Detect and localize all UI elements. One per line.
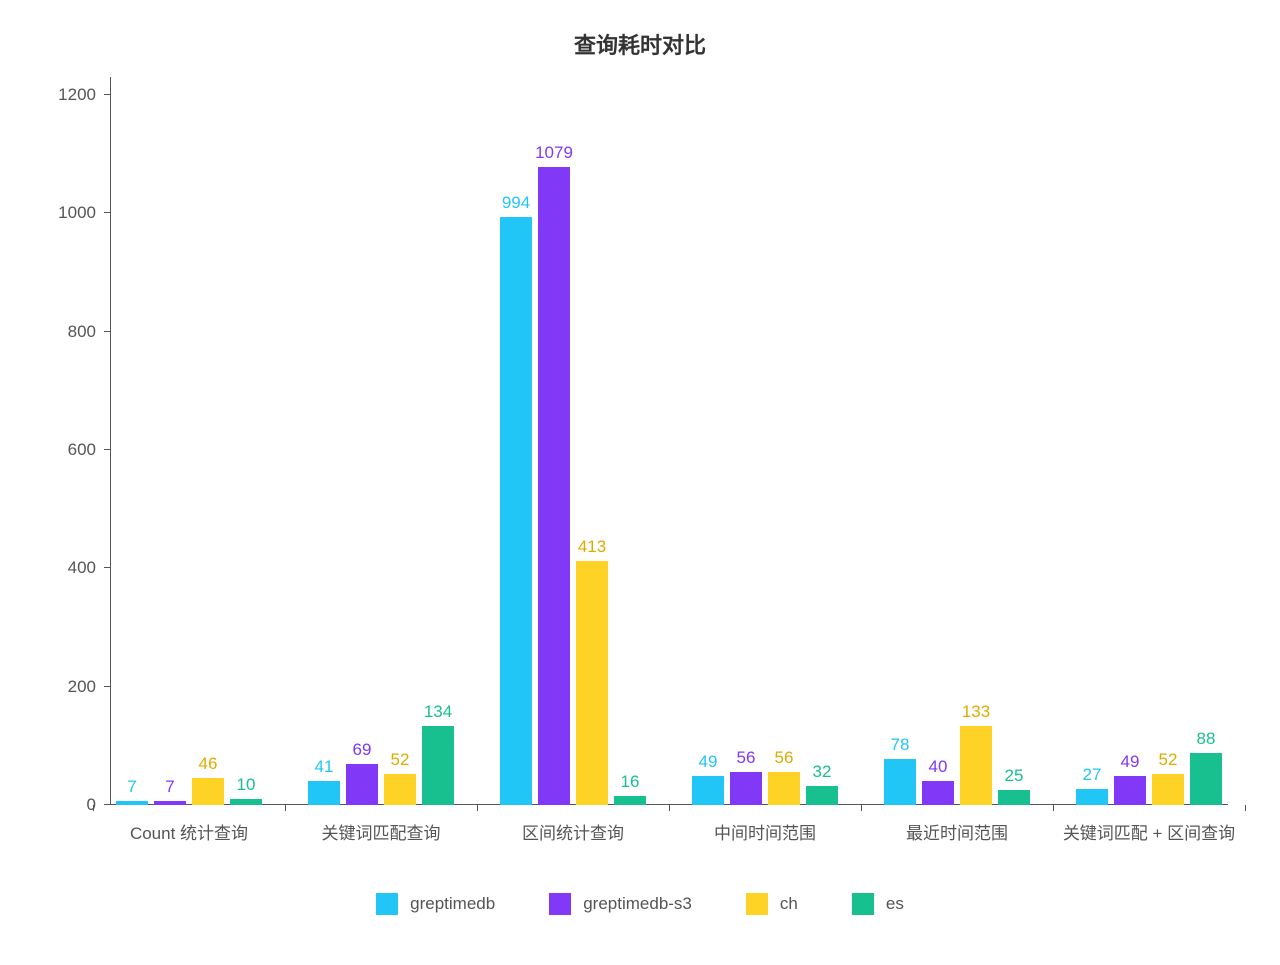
y-tick-mark	[104, 567, 110, 568]
x-tick-mark	[285, 805, 286, 811]
legend-item: ch	[746, 893, 798, 915]
bar: 69	[346, 764, 378, 805]
y-tick-label: 400	[68, 558, 96, 578]
bar: 133	[960, 726, 992, 805]
bar: 25	[998, 790, 1030, 805]
x-tick-mark	[669, 805, 670, 811]
bar-value-label: 16	[621, 772, 640, 792]
y-tick-mark	[104, 804, 110, 805]
bar: 7	[154, 801, 186, 805]
bar-value-label: 133	[962, 702, 990, 722]
x-tick-mark	[93, 805, 94, 811]
bar: 7	[116, 801, 148, 805]
legend-item: greptimedb	[376, 893, 495, 915]
bar-value-label: 56	[775, 748, 794, 768]
y-tick-mark	[104, 331, 110, 332]
x-category-label: 区间统计查询	[522, 819, 624, 844]
x-category-label: 关键词匹配查询	[322, 819, 441, 844]
legend-label: ch	[780, 894, 798, 914]
x-tick-mark	[1245, 805, 1246, 811]
x-tick-mark	[1053, 805, 1054, 811]
bar-value-label: 7	[127, 777, 136, 797]
bar: 1079	[538, 167, 570, 805]
bar: 40	[922, 781, 954, 805]
y-tick-mark	[104, 212, 110, 213]
bar-value-label: 52	[391, 750, 410, 770]
x-category-label: 最近时间范围	[906, 819, 1008, 844]
bar-value-label: 25	[1005, 766, 1024, 786]
legend-item: es	[852, 893, 904, 915]
bar-value-label: 78	[891, 735, 910, 755]
bar: 49	[692, 776, 724, 805]
x-tick-mark	[477, 805, 478, 811]
bar: 56	[768, 772, 800, 805]
bar: 16	[614, 796, 646, 805]
bar: 994	[500, 217, 532, 805]
bar: 49	[1114, 776, 1146, 805]
y-axis-line	[110, 77, 111, 805]
bar: 78	[884, 759, 916, 805]
bar: 134	[422, 726, 454, 805]
bar-value-label: 32	[813, 762, 832, 782]
bar: 27	[1076, 789, 1108, 805]
legend-swatch	[746, 893, 768, 915]
bar-value-label: 7	[165, 777, 174, 797]
bar-value-label: 413	[578, 537, 606, 557]
legend-item: greptimedb-s3	[549, 893, 692, 915]
plot-area: 020040060080010001200Count 统计查询774610关键词…	[110, 95, 1228, 805]
bar: 46	[192, 778, 224, 805]
bar-value-label: 46	[199, 754, 218, 774]
y-tick-mark	[104, 94, 110, 95]
chart-title: 查询耗时对比	[0, 28, 1280, 60]
bar: 52	[384, 774, 416, 805]
y-tick-label: 600	[68, 440, 96, 460]
bar: 10	[230, 799, 262, 805]
legend-label: greptimedb-s3	[583, 894, 692, 914]
legend-swatch	[549, 893, 571, 915]
y-tick-label: 0	[87, 795, 96, 815]
bar-value-label: 88	[1197, 729, 1216, 749]
y-tick-mark	[104, 686, 110, 687]
legend: greptimedb greptimedb-s3 ch es	[0, 893, 1280, 915]
bar: 413	[576, 561, 608, 805]
bar-value-label: 56	[737, 748, 756, 768]
y-tick-label: 1000	[58, 203, 96, 223]
x-category-label: 中间时间范围	[714, 819, 816, 844]
legend-swatch	[852, 893, 874, 915]
x-category-label: 关键词匹配 + 区间查询	[1063, 819, 1235, 844]
legend-swatch	[376, 893, 398, 915]
bar: 32	[806, 786, 838, 805]
bar-value-label: 52	[1159, 750, 1178, 770]
bar-value-label: 134	[424, 702, 452, 722]
y-tick-label: 800	[68, 322, 96, 342]
bar-value-label: 69	[353, 740, 372, 760]
bar: 88	[1190, 753, 1222, 805]
legend-label: greptimedb	[410, 894, 495, 914]
bar: 52	[1152, 774, 1184, 805]
x-category-label: Count 统计查询	[130, 819, 248, 844]
bar-value-label: 49	[699, 752, 718, 772]
bar-value-label: 41	[315, 757, 334, 777]
bar: 41	[308, 781, 340, 805]
y-tick-label: 1200	[58, 85, 96, 105]
bar: 56	[730, 772, 762, 805]
chart-container: 查询耗时对比 0 200 400 600 800 1000 1200 Count 统计查询 7 7…	[0, 0, 1280, 965]
y-tick-mark	[104, 449, 110, 450]
bar-value-label: 27	[1083, 765, 1102, 785]
bar-value-label: 49	[1121, 752, 1140, 772]
y-tick-label: 200	[68, 677, 96, 697]
x-tick-mark	[861, 805, 862, 811]
legend-label: es	[886, 894, 904, 914]
bar-value-label: 1079	[535, 143, 573, 163]
bar-value-label: 40	[929, 757, 948, 777]
bar-value-label: 10	[237, 775, 256, 795]
bar-value-label: 994	[502, 193, 530, 213]
